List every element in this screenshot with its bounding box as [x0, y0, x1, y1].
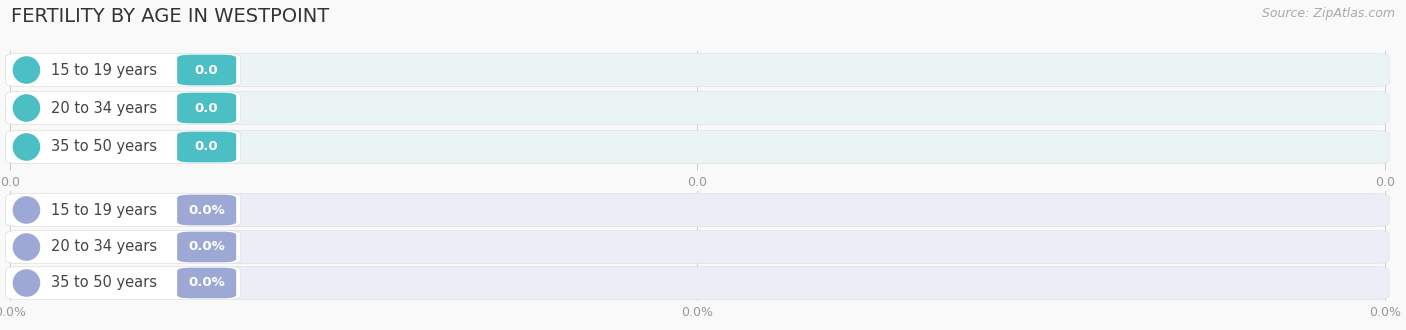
FancyBboxPatch shape [6, 230, 240, 264]
Text: 0.0%: 0.0% [188, 277, 225, 289]
FancyBboxPatch shape [177, 132, 236, 162]
Ellipse shape [13, 196, 41, 224]
FancyBboxPatch shape [6, 266, 1389, 300]
Text: 0.0%: 0.0% [188, 204, 225, 216]
FancyBboxPatch shape [6, 193, 240, 227]
Text: 0.0: 0.0 [1375, 177, 1395, 189]
FancyBboxPatch shape [6, 91, 1389, 125]
FancyBboxPatch shape [6, 193, 1389, 227]
Text: 0.0%: 0.0% [682, 307, 713, 319]
Text: Source: ZipAtlas.com: Source: ZipAtlas.com [1261, 7, 1395, 19]
FancyBboxPatch shape [6, 130, 1389, 164]
Ellipse shape [13, 94, 41, 122]
FancyBboxPatch shape [177, 55, 236, 85]
FancyBboxPatch shape [6, 53, 1389, 87]
Ellipse shape [13, 133, 41, 161]
Text: 35 to 50 years: 35 to 50 years [52, 140, 157, 154]
FancyBboxPatch shape [177, 195, 236, 225]
Ellipse shape [13, 56, 41, 84]
FancyBboxPatch shape [6, 91, 240, 125]
FancyBboxPatch shape [6, 230, 1389, 264]
Text: 0.0: 0.0 [688, 177, 707, 189]
Text: 0.0%: 0.0% [1369, 307, 1400, 319]
FancyBboxPatch shape [177, 232, 236, 262]
Text: 0.0: 0.0 [0, 177, 20, 189]
FancyBboxPatch shape [177, 268, 236, 298]
Text: 0.0: 0.0 [195, 141, 218, 153]
FancyBboxPatch shape [6, 130, 240, 164]
Text: 0.0: 0.0 [195, 102, 218, 115]
Text: 0.0: 0.0 [195, 63, 218, 77]
Text: 15 to 19 years: 15 to 19 years [52, 203, 157, 217]
Text: 20 to 34 years: 20 to 34 years [52, 240, 157, 254]
Text: FERTILITY BY AGE IN WESTPOINT: FERTILITY BY AGE IN WESTPOINT [11, 7, 329, 26]
Text: 0.0%: 0.0% [188, 241, 225, 253]
Ellipse shape [13, 269, 41, 297]
FancyBboxPatch shape [6, 53, 240, 87]
Text: 0.0%: 0.0% [0, 307, 25, 319]
Text: 20 to 34 years: 20 to 34 years [52, 101, 157, 115]
Text: 15 to 19 years: 15 to 19 years [52, 62, 157, 78]
Ellipse shape [13, 233, 41, 261]
FancyBboxPatch shape [177, 93, 236, 123]
Text: 35 to 50 years: 35 to 50 years [52, 276, 157, 290]
FancyBboxPatch shape [6, 266, 240, 300]
